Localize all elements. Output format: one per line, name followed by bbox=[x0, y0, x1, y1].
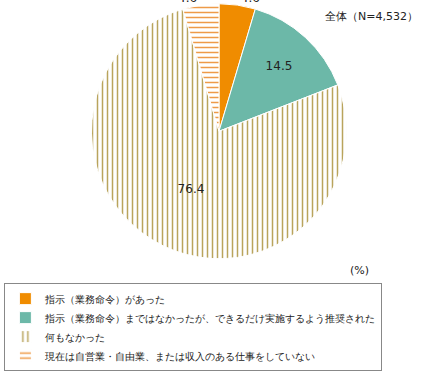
svg-text:何もなかった: 何もなかった bbox=[45, 332, 105, 343]
svg-text:指示（業務命令）があった: 指示（業務命令）があった bbox=[44, 294, 165, 305]
svg-text:指示（業務命令）まではなかったが、できるだけ実施するよう推奨: 指示（業務命令）まではなかったが、できるだけ実施するよう推奨された bbox=[44, 313, 375, 324]
svg-text:全体（N=4,532）: 全体（N=4,532） bbox=[325, 10, 418, 23]
svg-text:4.6: 4.6 bbox=[241, 0, 260, 5]
svg-text:(%): (%) bbox=[350, 264, 369, 277]
svg-text:現在は自営業・自由業、または収入のある仕事をしていない: 現在は自営業・自由業、または収入のある仕事をしていない bbox=[45, 351, 315, 362]
svg-text:14.5: 14.5 bbox=[266, 59, 293, 73]
svg-text:4.6: 4.6 bbox=[178, 0, 197, 5]
svg-text:76.4: 76.4 bbox=[178, 182, 205, 196]
